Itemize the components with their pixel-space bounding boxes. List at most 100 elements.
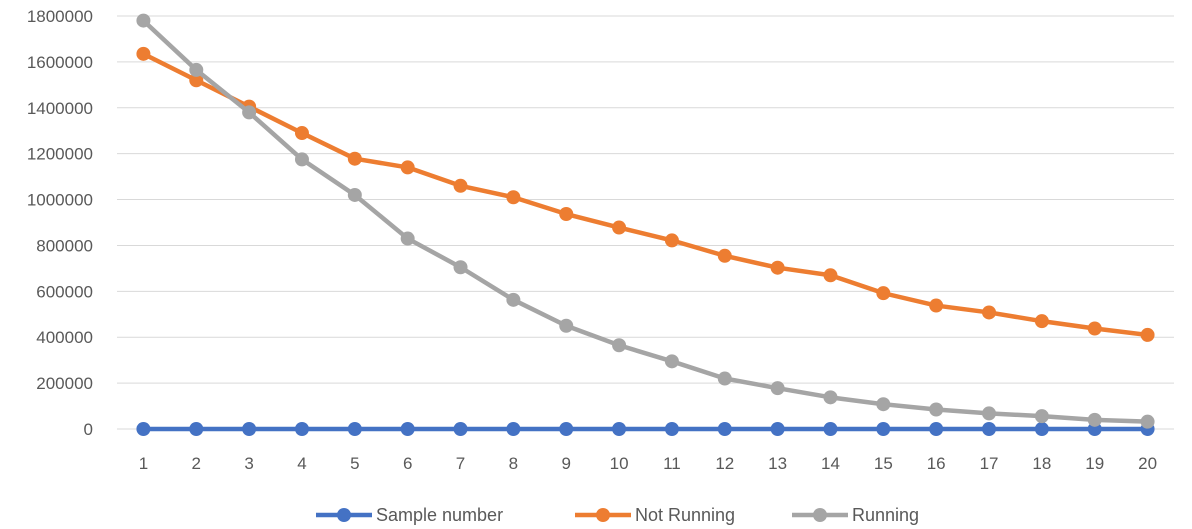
data-point bbox=[664, 233, 679, 248]
x-axis-tick-labels: 1 2 3 4 5 6 7 8 9 10 11 12 13 14 15 16 17 18 19 20 bbox=[139, 454, 1157, 473]
data-point bbox=[506, 190, 521, 205]
legend-swatch-marker bbox=[813, 508, 827, 522]
data-point bbox=[717, 371, 732, 386]
data-point bbox=[982, 406, 997, 421]
x-tick-label: 1 bbox=[139, 454, 148, 473]
data-point bbox=[347, 421, 362, 436]
legend-label: Not Running bbox=[635, 505, 735, 525]
data-point bbox=[453, 178, 468, 193]
y-tick-label: 1200000 bbox=[27, 145, 93, 164]
data-point bbox=[929, 298, 944, 313]
data-point bbox=[770, 381, 785, 396]
data-point bbox=[400, 421, 415, 436]
data-point bbox=[400, 231, 415, 246]
legend-item: Sample number bbox=[316, 505, 503, 525]
series-line bbox=[141, 18, 1150, 424]
y-tick-label: 400000 bbox=[36, 328, 93, 347]
data-point bbox=[294, 126, 309, 141]
y-tick-label: 1800000 bbox=[27, 7, 93, 26]
x-tick-label: 8 bbox=[509, 454, 518, 473]
data-point bbox=[664, 421, 679, 436]
data-point bbox=[559, 318, 574, 333]
x-tick-label: 9 bbox=[561, 454, 570, 473]
data-point bbox=[136, 13, 151, 28]
x-tick-label: 3 bbox=[244, 454, 253, 473]
data-point bbox=[770, 260, 785, 275]
data-point bbox=[876, 397, 891, 412]
data-point bbox=[929, 402, 944, 417]
legend-item: Not Running bbox=[575, 505, 735, 525]
y-tick-label: 1000000 bbox=[27, 191, 93, 210]
x-tick-label: 13 bbox=[768, 454, 787, 473]
legend: Sample number Not Running Running bbox=[316, 505, 919, 525]
data-point bbox=[717, 421, 732, 436]
data-point bbox=[823, 421, 838, 436]
data-point bbox=[559, 207, 574, 222]
data-point bbox=[823, 390, 838, 405]
data-point bbox=[347, 151, 362, 166]
data-point bbox=[400, 160, 415, 175]
y-tick-label: 0 bbox=[84, 420, 93, 439]
series-running bbox=[136, 13, 1155, 429]
data-point bbox=[1034, 314, 1049, 329]
y-tick-label: 800000 bbox=[36, 236, 93, 255]
data-point bbox=[612, 421, 627, 436]
data-point bbox=[876, 286, 891, 301]
series-sample-number bbox=[136, 421, 1155, 436]
x-tick-label: 2 bbox=[192, 454, 201, 473]
data-point bbox=[453, 260, 468, 275]
data-point bbox=[876, 421, 891, 436]
legend-swatch-marker bbox=[596, 508, 610, 522]
x-tick-label: 20 bbox=[1138, 454, 1157, 473]
data-point bbox=[612, 220, 627, 235]
data-point bbox=[242, 105, 257, 120]
data-point bbox=[506, 292, 521, 307]
x-tick-label: 7 bbox=[456, 454, 465, 473]
legend-item: Running bbox=[792, 505, 919, 525]
legend-swatch-marker bbox=[337, 508, 351, 522]
y-tick-label: 1400000 bbox=[27, 99, 93, 118]
data-point bbox=[612, 338, 627, 353]
data-point bbox=[242, 421, 257, 436]
x-tick-label: 4 bbox=[297, 454, 306, 473]
data-point bbox=[189, 62, 204, 77]
legend-label: Running bbox=[852, 505, 919, 525]
x-tick-label: 12 bbox=[715, 454, 734, 473]
data-point bbox=[982, 305, 997, 320]
data-point bbox=[136, 46, 151, 61]
x-tick-label: 15 bbox=[874, 454, 893, 473]
data-point bbox=[770, 421, 785, 436]
x-tick-label: 19 bbox=[1085, 454, 1104, 473]
legend-label: Sample number bbox=[376, 505, 503, 525]
series-line bbox=[141, 51, 1150, 338]
data-point bbox=[136, 421, 151, 436]
data-point bbox=[294, 152, 309, 167]
data-point bbox=[347, 187, 362, 202]
x-tick-label: 5 bbox=[350, 454, 359, 473]
data-point bbox=[189, 421, 204, 436]
y-tick-label: 600000 bbox=[36, 282, 93, 301]
data-point bbox=[823, 268, 838, 283]
x-tick-label: 10 bbox=[610, 454, 629, 473]
series-group bbox=[136, 13, 1155, 436]
data-point bbox=[453, 421, 468, 436]
x-tick-label: 14 bbox=[821, 454, 840, 473]
data-point bbox=[189, 73, 204, 88]
data-point bbox=[1087, 321, 1102, 336]
data-point bbox=[929, 421, 944, 436]
data-point bbox=[1140, 414, 1155, 429]
gridlines bbox=[117, 15, 1174, 384]
data-point bbox=[1140, 327, 1155, 342]
data-point bbox=[559, 421, 574, 436]
data-point bbox=[1034, 409, 1049, 424]
series-not-running bbox=[136, 46, 1155, 342]
data-point bbox=[1087, 412, 1102, 427]
x-tick-label: 18 bbox=[1032, 454, 1051, 473]
x-tick-label: 17 bbox=[980, 454, 999, 473]
x-tick-label: 11 bbox=[663, 454, 681, 473]
x-tick-label: 16 bbox=[927, 454, 946, 473]
data-point bbox=[664, 354, 679, 369]
y-axis-tick-labels: 0 200000 400000 600000 800000 1000000 1200000 1… bbox=[27, 7, 93, 439]
y-tick-label: 1600000 bbox=[27, 53, 93, 72]
